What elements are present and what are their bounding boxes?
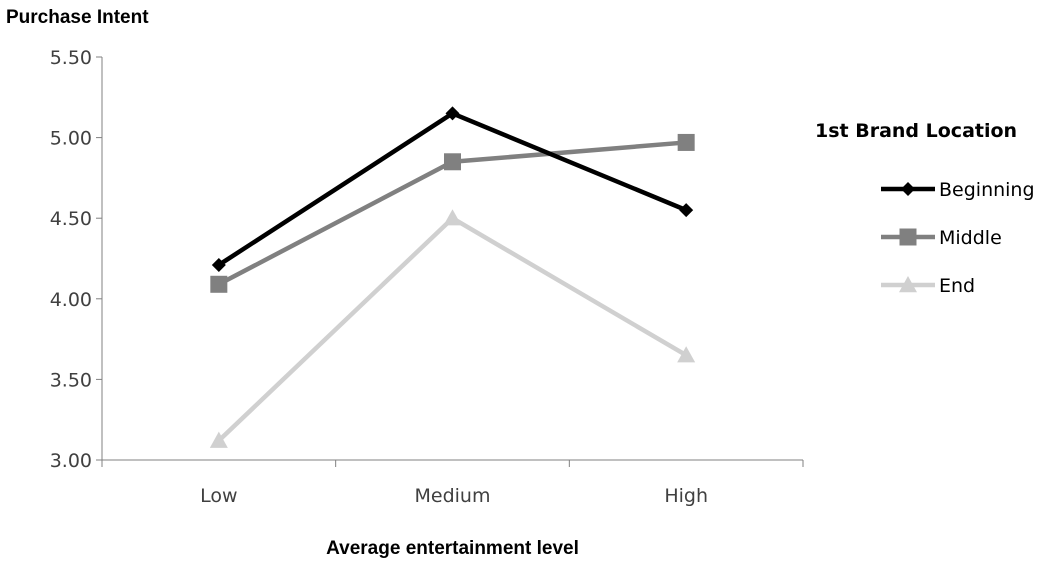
y-axis-title: Purchase Intent: [6, 7, 149, 28]
data-point-middle: [210, 275, 228, 293]
y-tick-label: 3.00: [50, 450, 92, 472]
x-tick-label: Low: [200, 485, 237, 507]
data-point-middle: [677, 133, 695, 151]
data-point-beginning: [445, 106, 460, 121]
legend-label-middle: Middle: [939, 227, 1002, 249]
legend-label-beginning: Beginning: [939, 179, 1035, 201]
legend-marker-end: [899, 276, 917, 293]
data-point-beginning: [211, 257, 226, 272]
data-point-middle: [444, 153, 461, 171]
y-tick-label: 3.50: [50, 369, 92, 391]
legend-marker-middle: [899, 228, 917, 246]
x-tick-label: Medium: [415, 485, 491, 507]
series-line-beginning: [217, 111, 688, 267]
data-point-end: [443, 209, 462, 226]
y-tick-label: 5.50: [50, 47, 92, 69]
legend-title: 1st Brand Location: [815, 120, 1018, 142]
y-tick-label: 5.00: [50, 128, 92, 150]
x-tick-label: High: [664, 485, 708, 507]
y-tick-label: 4.50: [50, 208, 92, 230]
data-point-beginning: [679, 203, 694, 218]
series-line-end: [217, 215, 688, 443]
y-tick-label: 4.00: [50, 289, 92, 311]
data-point-end: [209, 431, 228, 448]
data-point-end: [677, 346, 696, 363]
legend-marker-beginning: [901, 182, 915, 196]
legend-label-end: End: [939, 275, 975, 297]
x-axis-title: Average entertainment level: [326, 538, 579, 559]
